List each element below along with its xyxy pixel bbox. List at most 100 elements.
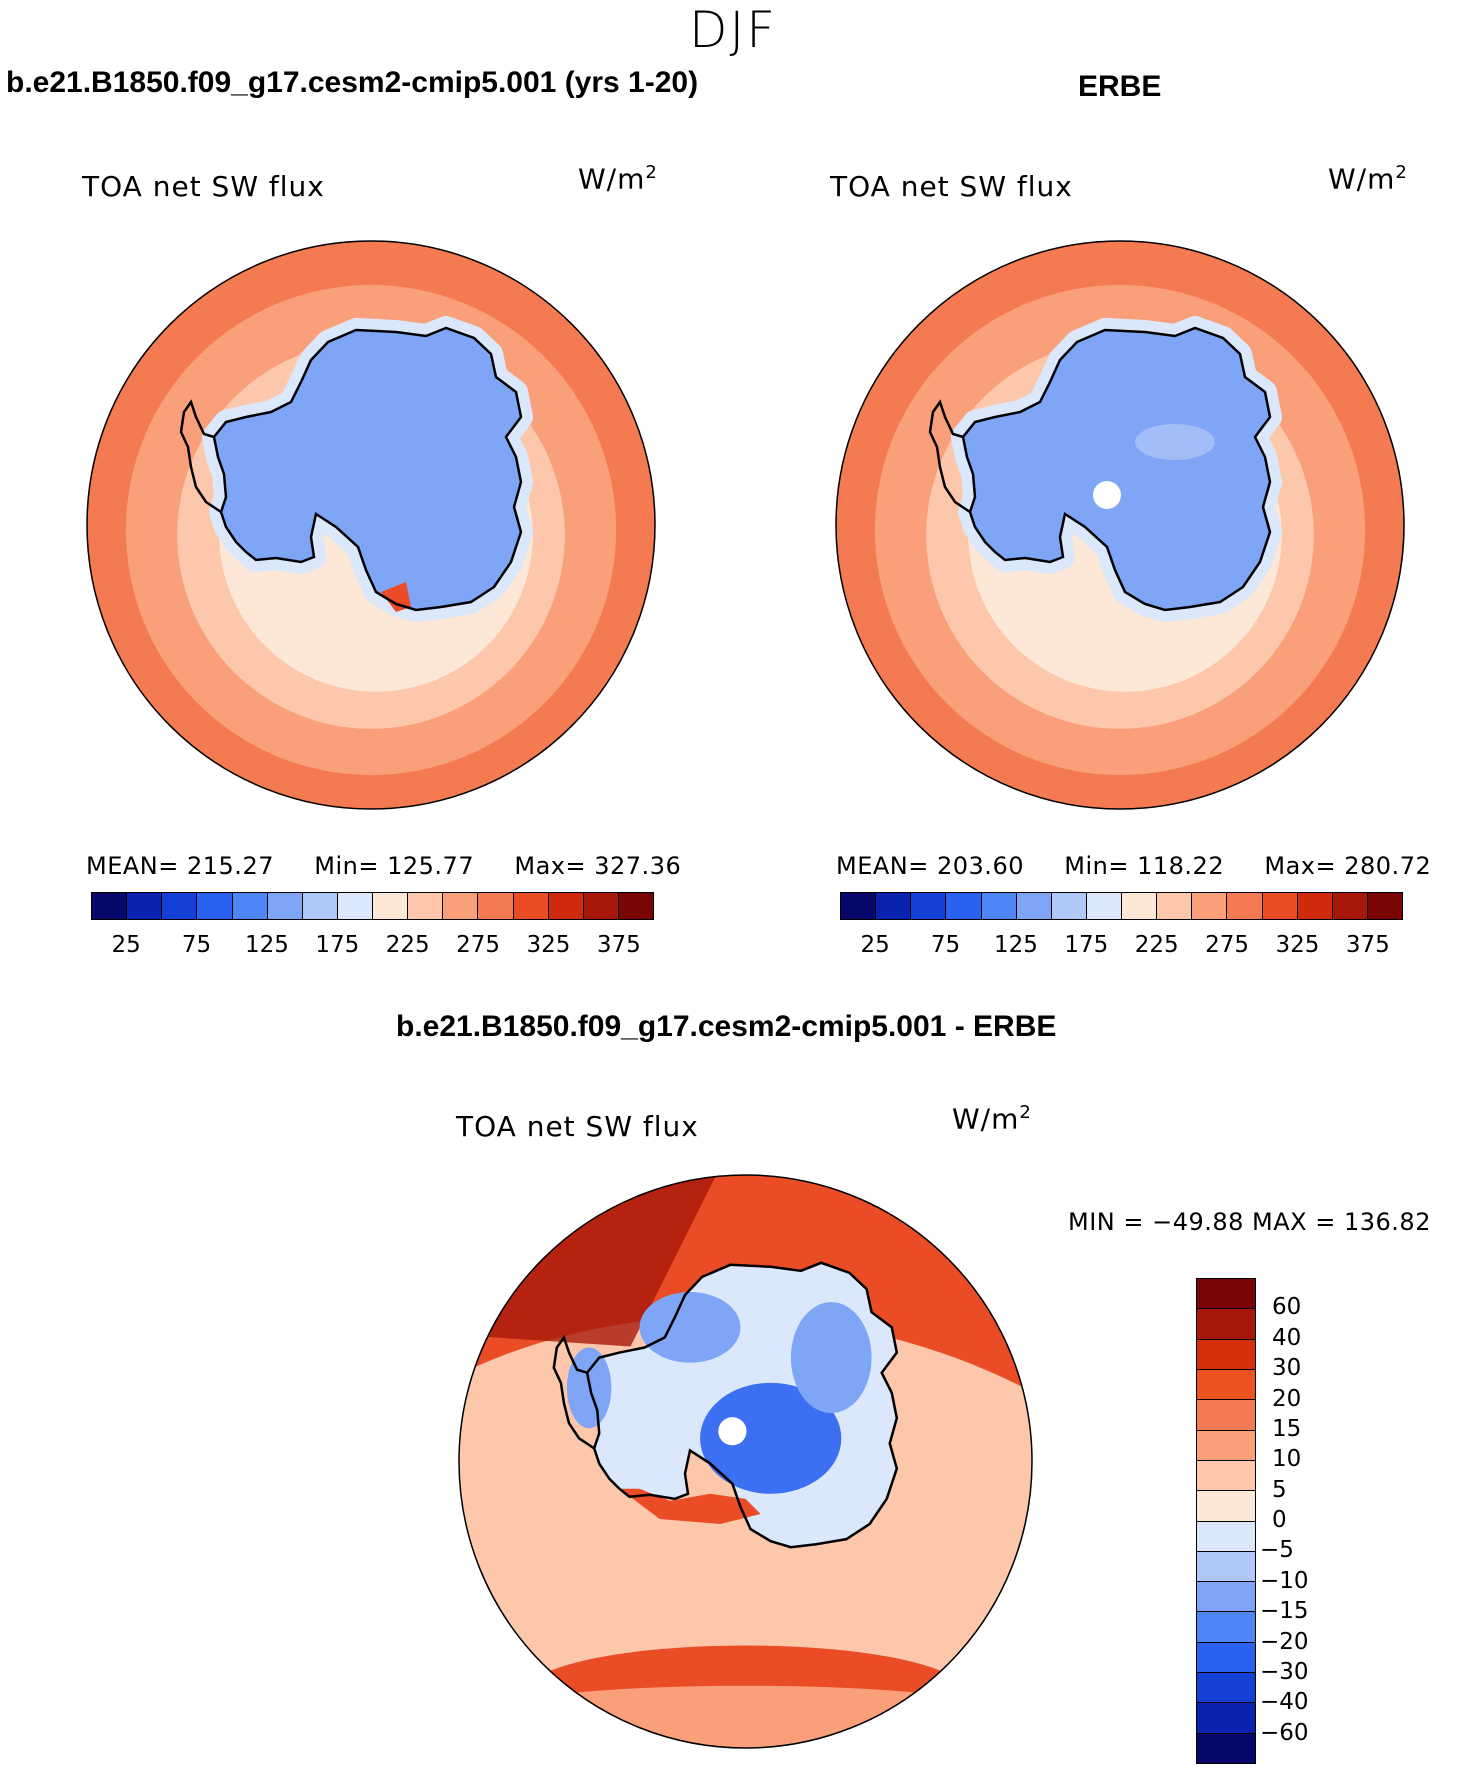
colorbar-tick-label: 125 <box>244 932 289 958</box>
colorbar-swatch <box>1197 1521 1255 1552</box>
colorbar-swatch <box>443 893 479 919</box>
map-border <box>458 1174 1033 1749</box>
colorbar-swatch <box>618 893 653 919</box>
colorbar-swatch <box>1197 1582 1255 1613</box>
colorbar-swatch <box>1086 893 1122 919</box>
colorbar-swatch <box>1192 893 1228 919</box>
panel-3-title: b.e21.B1850.f09_g17.cesm2-cmip5.001 - ER… <box>396 1010 1057 1043</box>
colorbar-tick-label: 40 <box>1272 1324 1302 1351</box>
panel-2-max-label: Max= <box>1264 852 1337 880</box>
colorbar-tick-label: 75 <box>930 932 961 958</box>
colorbar-swatch <box>513 893 549 919</box>
panel-2-min-label: Min= <box>1064 852 1129 880</box>
warm-patch <box>381 582 411 612</box>
colorbar-swatch <box>1262 893 1298 919</box>
colorbar-swatch <box>1197 1491 1255 1522</box>
map-border <box>86 240 656 810</box>
colorbar-swatch <box>583 893 619 919</box>
panel-1-polar-map <box>86 240 656 810</box>
colorbar-swatch <box>1297 893 1333 919</box>
land-variation <box>1135 424 1215 460</box>
colorbar-swatch <box>1197 1460 1255 1492</box>
map-fill-group <box>87 241 655 809</box>
coastline-peninsula <box>928 399 971 514</box>
panel-3-variable: TOA net SW flux <box>456 1110 699 1143</box>
colorbar-swatch <box>1197 1733 1255 1763</box>
colorbar-tick-label: −15 <box>1260 1598 1309 1625</box>
colorbar-tick-label: −20 <box>1260 1628 1309 1655</box>
colorbar-swatch <box>162 893 198 919</box>
colorbar-swatch <box>92 893 128 919</box>
colorbar-swatch <box>911 893 947 919</box>
panel-2-title: ERBE <box>1078 70 1162 103</box>
panel-1-units: W/m2 <box>578 162 658 196</box>
panel-2-min: 118.22 <box>1137 852 1225 880</box>
land-group <box>928 316 1282 622</box>
colorbar-swatch <box>548 893 584 919</box>
coastline-peninsula <box>552 1334 595 1450</box>
map-fill-group <box>836 241 1404 809</box>
panel-1-title: b.e21.B1850.f09_g17.cesm2-cmip5.001 (yrs… <box>6 66 699 99</box>
colorbar-swatch <box>1367 893 1402 919</box>
colorbar-tick-label: 325 <box>1275 932 1320 958</box>
colorbar-tick-label: −30 <box>1260 1658 1309 1685</box>
panel-1-stats: MEAN= 215.27 Min= 125.77 Max= 327.36 <box>86 852 681 880</box>
panel-1-max-label: Max= <box>514 852 587 880</box>
colorbar-tick-label: −40 <box>1260 1689 1309 1716</box>
colorbar-tick-label: 0 <box>1272 1507 1287 1533</box>
panel-3-polar-map <box>458 1174 1033 1749</box>
colorbar-swatch <box>1197 1309 1255 1340</box>
negative-anomaly <box>639 1292 741 1363</box>
colorbar-swatch <box>232 893 268 919</box>
colorbar-tick-label: 30 <box>1272 1355 1302 1382</box>
colorbar-tick-label: −10 <box>1260 1567 1309 1594</box>
panel-2-units: W/m2 <box>1328 162 1408 196</box>
panel-2-polar-map <box>835 240 1405 810</box>
colorbar-swatch <box>267 893 303 919</box>
colorbar-swatch <box>373 893 409 919</box>
colorbar-tick-label: 15 <box>1272 1415 1302 1442</box>
colorbar-swatch <box>1197 1551 1255 1583</box>
panel-2-colorbar <box>840 892 1403 920</box>
colorbar-swatch <box>1197 1703 1255 1734</box>
land-group <box>552 1261 899 1549</box>
colorbar-tick-label: 25 <box>111 932 141 958</box>
season-title: DJF <box>688 1 777 59</box>
colorbar-swatch <box>1016 893 1052 919</box>
panel-3-minmax: MIN = −49.88 MAX = 136.82 <box>1068 1208 1431 1236</box>
colorbar-tick-label: 275 <box>1205 932 1250 958</box>
panel-2-max: 280.72 <box>1344 852 1432 880</box>
colorbar-swatch <box>1197 1642 1255 1674</box>
antarctica-fill <box>963 328 1270 610</box>
map-fill-group <box>459 1175 1032 1748</box>
colorbar-tick-label: 225 <box>1134 932 1179 958</box>
colorbar-tick-label: 5 <box>1272 1476 1287 1503</box>
colorbar-swatch <box>1197 1279 1255 1310</box>
panel-1-variable: TOA net SW flux <box>82 170 325 203</box>
panel-1-min-label: Min= <box>314 852 379 880</box>
colorbar-tick-label: 275 <box>456 932 501 958</box>
colorbar-swatch <box>841 893 877 919</box>
positive-anomaly <box>619 1488 761 1525</box>
colorbar-swatch <box>1227 893 1263 919</box>
colorbar-swatch <box>478 893 514 919</box>
colorbar-tick-label: 75 <box>181 932 212 958</box>
panel-3-colorbar-ticks: 60 40 30 20 15 10 5 0 −5 −10 −15 −20 −30 −40 −60 <box>1260 1278 1352 1764</box>
panel-2-mean-label: MEAN= <box>836 852 929 880</box>
colorbar-tick-label: −5 <box>1260 1537 1294 1564</box>
pole-missing-data <box>718 1417 747 1446</box>
colorbar-swatch <box>1157 893 1193 919</box>
colorbar-tick-label: 375 <box>596 932 641 958</box>
colorbar-swatch <box>1197 1400 1255 1431</box>
coastline <box>961 326 1272 612</box>
colorbar-swatch <box>1051 893 1087 919</box>
coastline <box>585 1261 899 1549</box>
colorbar-tick-label: 175 <box>315 932 360 958</box>
colorbar-swatch <box>1197 1369 1255 1401</box>
colorbar-swatch <box>946 893 982 919</box>
warm-band-rim <box>459 1685 1032 1748</box>
colorbar-swatch <box>1197 1673 1255 1704</box>
negative-anomaly <box>790 1302 872 1414</box>
colorbar-swatch <box>1122 893 1158 919</box>
colorbar-swatch <box>1197 1612 1255 1643</box>
